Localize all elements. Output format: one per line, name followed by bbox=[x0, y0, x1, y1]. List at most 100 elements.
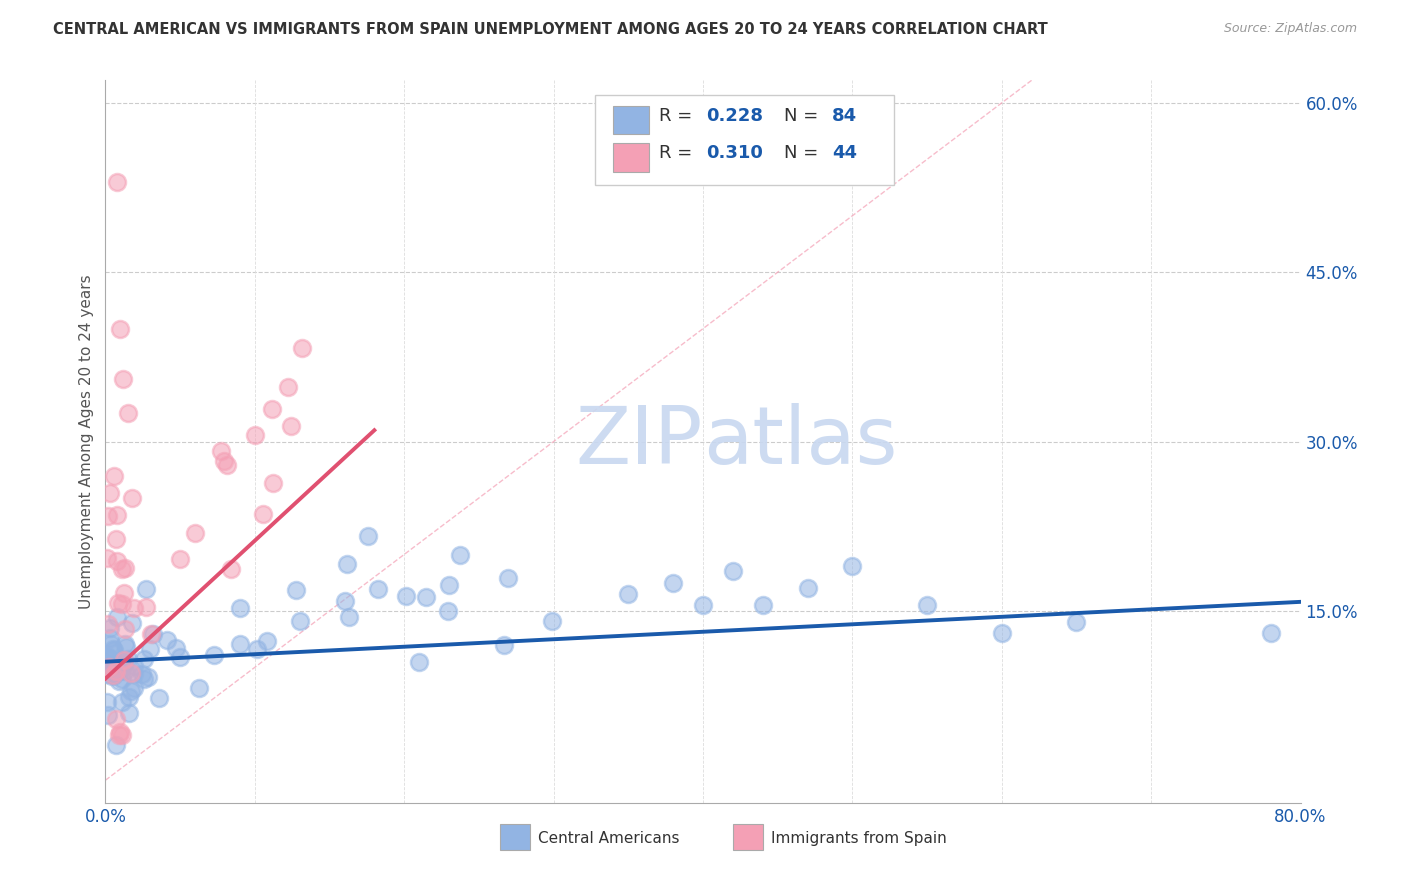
Point bbox=[118, 706, 141, 720]
Point bbox=[169, 649, 191, 664]
Point bbox=[217, 458, 239, 473]
Point bbox=[105, 508, 128, 522]
Point bbox=[122, 666, 145, 681]
Point bbox=[98, 486, 121, 500]
Point bbox=[104, 532, 127, 546]
Point bbox=[124, 659, 146, 673]
Point bbox=[112, 653, 135, 667]
Point bbox=[796, 582, 818, 596]
Point bbox=[751, 599, 773, 613]
Point bbox=[107, 664, 129, 678]
Point bbox=[1260, 626, 1282, 640]
Point bbox=[96, 648, 118, 663]
Point bbox=[337, 610, 360, 624]
Point bbox=[219, 561, 242, 575]
Point bbox=[117, 406, 139, 420]
Point bbox=[131, 666, 153, 681]
Point bbox=[101, 668, 124, 682]
Text: R =: R = bbox=[659, 107, 697, 125]
Point bbox=[662, 575, 685, 590]
Text: Source: ZipAtlas.com: Source: ZipAtlas.com bbox=[1223, 22, 1357, 36]
Point bbox=[439, 578, 461, 592]
Point bbox=[108, 652, 131, 666]
Point bbox=[284, 582, 307, 597]
Point bbox=[121, 615, 143, 630]
Point bbox=[496, 571, 519, 585]
Point bbox=[280, 419, 302, 434]
Point bbox=[335, 558, 357, 572]
Point bbox=[494, 638, 516, 652]
Point bbox=[114, 561, 136, 575]
Point bbox=[101, 669, 124, 683]
Point bbox=[202, 648, 225, 662]
Text: Immigrants from Spain: Immigrants from Spain bbox=[770, 831, 946, 847]
Point bbox=[108, 724, 131, 739]
Point bbox=[114, 623, 136, 637]
Point bbox=[111, 597, 134, 611]
Point bbox=[107, 662, 129, 676]
Point bbox=[110, 695, 132, 709]
Point bbox=[122, 601, 145, 615]
Point bbox=[256, 633, 278, 648]
Point bbox=[187, 681, 209, 695]
FancyBboxPatch shape bbox=[613, 143, 650, 172]
Point bbox=[114, 640, 136, 655]
Point bbox=[139, 642, 162, 657]
Text: CENTRAL AMERICAN VS IMMIGRANTS FROM SPAIN UNEMPLOYMENT AMONG AGES 20 TO 24 YEARS: CENTRAL AMERICAN VS IMMIGRANTS FROM SPAI… bbox=[53, 22, 1049, 37]
Point bbox=[141, 627, 163, 641]
Point bbox=[245, 641, 267, 656]
Text: atlas: atlas bbox=[703, 402, 897, 481]
Point bbox=[96, 695, 118, 709]
Point bbox=[135, 600, 157, 615]
Point bbox=[229, 601, 252, 615]
Point bbox=[104, 664, 127, 678]
Point bbox=[103, 668, 125, 682]
Point bbox=[214, 454, 236, 468]
Point bbox=[108, 674, 131, 689]
Point bbox=[97, 651, 120, 665]
Point bbox=[97, 656, 120, 670]
Point bbox=[990, 626, 1012, 640]
Point bbox=[721, 565, 744, 579]
Point bbox=[148, 691, 170, 706]
Point bbox=[107, 596, 129, 610]
Point bbox=[96, 666, 118, 681]
Point bbox=[229, 637, 252, 651]
FancyBboxPatch shape bbox=[501, 824, 530, 850]
Text: R =: R = bbox=[659, 144, 697, 161]
Point bbox=[156, 632, 179, 647]
Text: 0.228: 0.228 bbox=[707, 107, 763, 125]
Text: 0.310: 0.310 bbox=[707, 144, 763, 161]
Point bbox=[98, 660, 121, 674]
Text: N =: N = bbox=[785, 144, 824, 161]
Point bbox=[262, 475, 284, 490]
Point bbox=[692, 599, 714, 613]
Point bbox=[111, 728, 134, 742]
Point bbox=[105, 554, 128, 568]
Point bbox=[122, 681, 145, 695]
Point bbox=[98, 621, 121, 635]
Point bbox=[114, 664, 136, 678]
Point bbox=[540, 614, 562, 628]
Point bbox=[617, 587, 640, 601]
Point bbox=[277, 380, 299, 394]
Point bbox=[356, 528, 378, 542]
Point bbox=[138, 671, 160, 685]
Point bbox=[97, 616, 120, 631]
Point bbox=[105, 712, 128, 726]
Point bbox=[291, 341, 314, 355]
Point bbox=[118, 690, 141, 704]
Point bbox=[112, 586, 135, 600]
Point bbox=[100, 637, 122, 651]
Text: N =: N = bbox=[785, 107, 824, 125]
Y-axis label: Unemployment Among Ages 20 to 24 years: Unemployment Among Ages 20 to 24 years bbox=[79, 274, 94, 609]
Text: ZIP: ZIP bbox=[575, 402, 703, 481]
Point bbox=[100, 667, 122, 681]
Point bbox=[111, 657, 134, 672]
Point bbox=[101, 642, 124, 657]
Point bbox=[132, 652, 155, 666]
Point bbox=[112, 372, 135, 386]
Point bbox=[437, 604, 460, 618]
Point bbox=[132, 672, 155, 686]
Point bbox=[114, 637, 136, 651]
